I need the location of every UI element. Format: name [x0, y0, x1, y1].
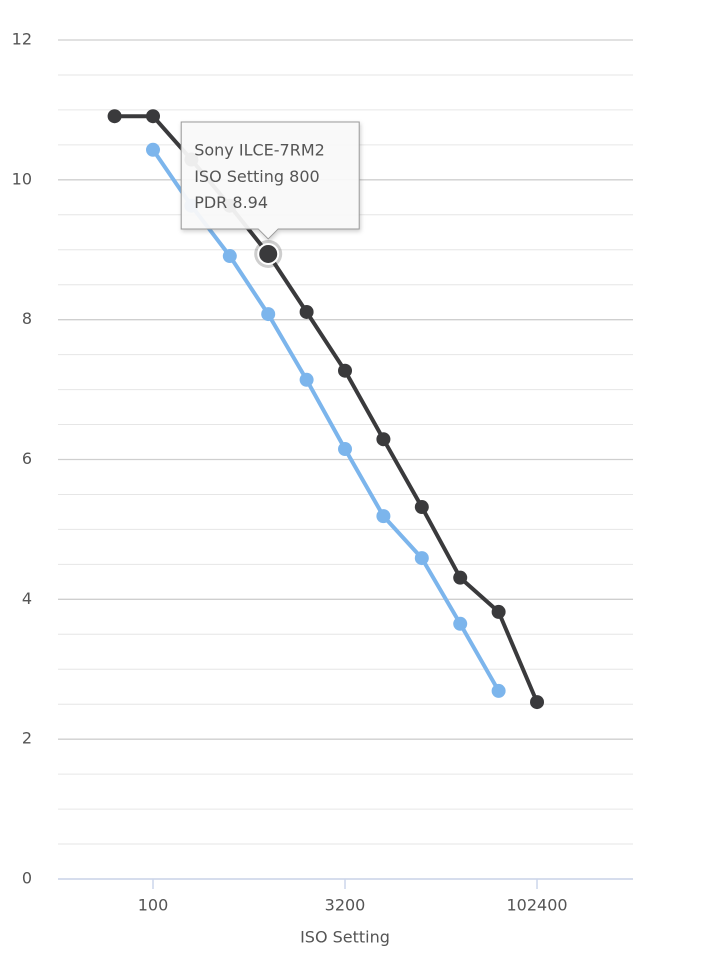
data-point — [107, 109, 122, 124]
data-point — [146, 142, 161, 157]
data-point — [530, 695, 545, 710]
data-point — [376, 509, 391, 524]
tooltip-y: PDR 8.94 — [194, 192, 268, 211]
data-point — [261, 307, 276, 322]
tooltip-y-value: 8.94 — [232, 192, 268, 211]
axes: 0 2 4 6 8 10 12 100 3200 102400 — [12, 30, 633, 915]
data-point — [338, 363, 353, 378]
data-point — [491, 604, 506, 619]
data-point — [414, 500, 429, 515]
data-point — [146, 109, 161, 124]
y-tick-label: 10 — [12, 169, 32, 188]
y-tick-label: 12 — [12, 30, 32, 49]
data-point — [299, 304, 314, 319]
tooltip-x: ISO Setting 800 — [194, 166, 319, 185]
tooltip-series: Sony ILCE-7RM2 — [194, 140, 325, 159]
series-line — [151, 148, 501, 692]
y-tick-label: 2 — [22, 729, 32, 748]
data-point — [453, 570, 468, 585]
tooltip-x-value: 800 — [289, 166, 320, 185]
data-point — [338, 442, 353, 457]
data-point — [299, 372, 314, 387]
data-point — [414, 551, 429, 566]
x-tick-label: 3200 — [325, 896, 366, 915]
data-point — [222, 249, 237, 264]
grid — [58, 39, 633, 880]
y-tick-label: 8 — [22, 309, 32, 328]
tooltip-box — [180, 121, 360, 240]
data-point — [491, 683, 506, 698]
tooltip: Sony ILCE-7RM2 ISO Setting 800 PDR 8.94 — [180, 121, 360, 240]
x-tick-label: 102400 — [506, 896, 567, 915]
data-point — [453, 616, 468, 631]
y-tick-label: 6 — [22, 449, 32, 468]
y-tick-label: 0 — [22, 869, 32, 888]
x-tick-label: 100 — [138, 896, 169, 915]
tooltip-y-name: PDR — [194, 192, 227, 211]
tooltip-x-name: ISO Setting — [194, 166, 284, 185]
x-axis-title: ISO Setting — [300, 928, 390, 947]
data-point — [376, 432, 391, 447]
hover-point — [257, 242, 280, 265]
y-tick-label: 4 — [22, 589, 32, 608]
